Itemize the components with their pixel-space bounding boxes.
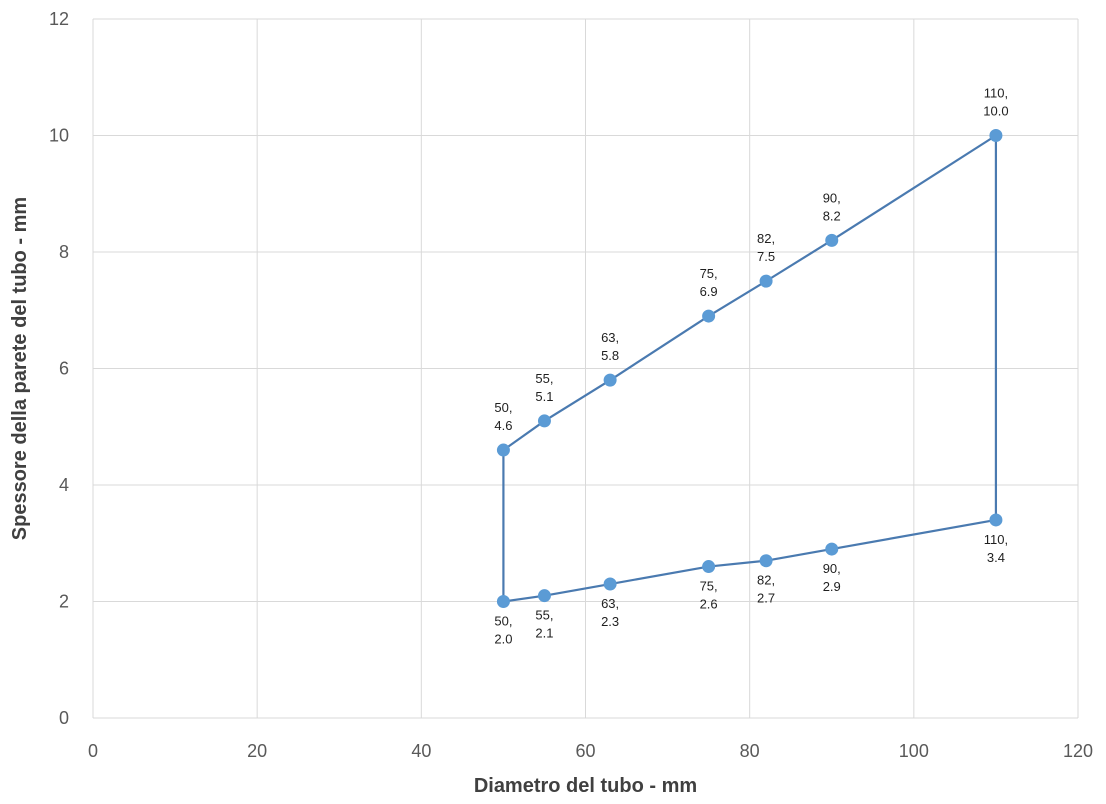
data-label-x: 50, [494, 400, 512, 415]
data-point [496, 443, 510, 457]
series-segment [503, 594, 545, 603]
data-label-y: 2.0 [494, 632, 512, 647]
data-label-x: 55, [535, 608, 553, 623]
y-tick-label: 10 [49, 126, 69, 146]
series-segment [708, 559, 767, 568]
data-label-x: 82, [757, 231, 775, 246]
x-tick-label: 100 [899, 741, 929, 761]
data-label-x: 82, [757, 573, 775, 588]
x-tick-label: 40 [411, 741, 431, 761]
data-label-y: 10.0 [983, 104, 1008, 119]
data-point [825, 542, 839, 556]
data-label-y: 6.9 [700, 284, 718, 299]
series-segment [831, 518, 997, 551]
data-point [603, 373, 617, 387]
y-tick-label: 4 [59, 475, 69, 495]
x-tick-label: 120 [1063, 741, 1093, 761]
y-tick-label: 12 [49, 9, 69, 29]
data-point [989, 129, 1003, 142]
data-point [759, 274, 773, 288]
series-segment [502, 420, 546, 451]
x-tick-label: 20 [247, 741, 267, 761]
series-segment [765, 239, 833, 283]
x-tick-label: 60 [575, 741, 595, 761]
series-segment [831, 134, 997, 242]
data-point [989, 513, 1003, 527]
data-labels: 50, 2.0 50, 4.6 55, 5.1 63, 5.8 75, 6.9 82, 7.5 90, 8… [494, 86, 1008, 647]
data-label-x: 63, [601, 330, 619, 345]
data-label-x: 110, [984, 532, 1008, 547]
series-segment [708, 280, 767, 318]
tick-labels: 0 20 40 60 80 100 120 0 2 4 6 8 10 12 [49, 9, 1093, 761]
data-label-y: 3.4 [987, 550, 1005, 565]
data-points [496, 129, 1003, 608]
series-segment [544, 582, 611, 597]
series-segment [609, 565, 709, 586]
data-label-x: 75, [700, 266, 718, 281]
data-point [759, 554, 773, 568]
data-label-y: 2.6 [700, 597, 718, 612]
data-label-y: 2.1 [535, 626, 553, 641]
data-point [825, 233, 839, 247]
y-tick-label: 8 [59, 242, 69, 262]
x-axis-title: Diametro del tubo - mm [474, 775, 697, 797]
data-point [537, 414, 551, 428]
y-tick-label: 2 [59, 592, 69, 612]
data-label-x: 90, [823, 190, 841, 205]
data-label-y: 2.9 [823, 579, 841, 594]
data-label-y: 4.6 [494, 418, 512, 433]
data-point [702, 560, 716, 574]
series-segment [609, 315, 710, 382]
data-point [702, 309, 716, 323]
data-label-y: 7.5 [757, 249, 775, 264]
data-point [496, 595, 510, 608]
y-tick-label: 0 [59, 708, 69, 728]
x-tick-label: 80 [740, 741, 760, 761]
y-tick-label: 6 [59, 359, 69, 379]
data-label-y: 8.2 [823, 208, 841, 223]
data-label-x: 50, [494, 614, 512, 629]
y-axis-title: Spessore della parete del tubo - mm [9, 197, 31, 540]
series-segment [543, 379, 611, 422]
gridlines [92, 18, 1079, 719]
series-lines [502, 134, 998, 603]
x-tick-label: 0 [88, 741, 98, 761]
series-segment [765, 547, 832, 562]
data-label-y: 2.3 [601, 614, 619, 629]
data-label-y: 2.7 [757, 591, 775, 606]
data-label-x: 110, [984, 86, 1008, 101]
data-label-x: 90, [823, 561, 841, 576]
data-label-x: 75, [700, 579, 718, 594]
data-point [603, 577, 617, 591]
data-label-y: 5.8 [601, 348, 619, 363]
data-point [537, 589, 551, 603]
data-label-y: 5.1 [535, 389, 553, 404]
data-label-x: 55, [535, 371, 553, 386]
data-label-x: 63, [601, 596, 619, 611]
